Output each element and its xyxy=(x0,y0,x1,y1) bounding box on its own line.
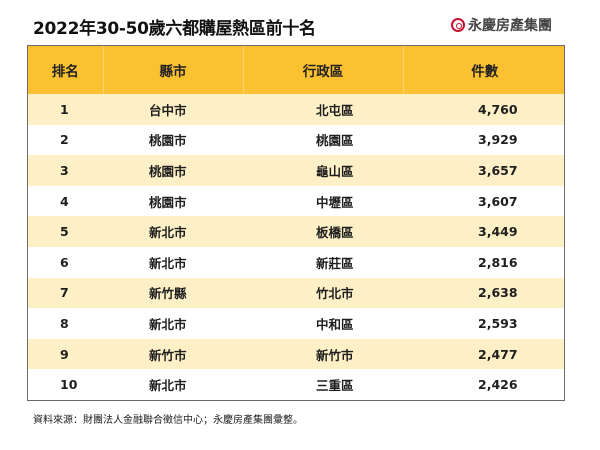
district-cell: 中壢區 xyxy=(316,194,354,210)
brand-logo: 永慶房產集團 xyxy=(451,15,552,35)
district-cell: 龜山區 xyxy=(316,163,354,179)
district-cell: 中和區 xyxy=(316,316,354,332)
rank-cell: 3 xyxy=(60,162,69,178)
table-row: 10 新北市 三重區 2,426 xyxy=(28,369,564,400)
city-cell: 新北市 xyxy=(149,378,187,394)
table-row: 6 新北市 新莊區 2,816 xyxy=(28,246,564,278)
column-header-rank: 排名 xyxy=(28,46,104,94)
district-cell: 新莊區 xyxy=(316,255,354,271)
column-header-count: 件數 xyxy=(471,64,499,80)
district-cell: 板橋區 xyxy=(316,225,354,241)
table-row: 3 桃園市 龜山區 3,657 xyxy=(28,155,564,186)
city-cell: 桃園市 xyxy=(149,163,187,179)
count-cell: 2,593 xyxy=(478,315,518,331)
district-cell: 三重區 xyxy=(316,378,354,394)
count-cell: 3,657 xyxy=(478,162,518,178)
rank-cell: 10 xyxy=(60,377,78,393)
count-cell: 3,929 xyxy=(478,132,518,148)
brand-name: 永慶房產集團 xyxy=(468,18,552,34)
column-header-city: 縣市 xyxy=(103,46,244,94)
district-cell: 新竹市 xyxy=(316,347,354,363)
city-cell: 新竹縣 xyxy=(149,286,187,302)
rank-cell: 7 xyxy=(60,285,69,301)
rank-cell: 9 xyxy=(60,346,69,362)
rank-cell: 6 xyxy=(60,254,69,270)
page-title: 2022年30-50歲六都購屋熱區前十名 xyxy=(33,19,316,39)
city-cell: 台中市 xyxy=(149,102,187,118)
count-cell: 2,816 xyxy=(478,254,518,270)
count-cell: 3,449 xyxy=(478,224,518,240)
city-cell: 桃園市 xyxy=(149,133,187,149)
count-cell: 2,477 xyxy=(478,346,518,362)
district-cell: 竹北市 xyxy=(316,286,354,302)
column-header-district: 行政區 xyxy=(243,46,404,94)
rank-cell: 4 xyxy=(60,193,69,209)
rank-cell: 5 xyxy=(60,224,69,240)
city-cell: 新北市 xyxy=(149,225,187,241)
table-row: 2 桃園市 桃園區 3,929 xyxy=(28,124,564,156)
rank-cell: 1 xyxy=(60,101,69,117)
district-cell: 桃園區 xyxy=(316,133,354,149)
count-cell: 4,760 xyxy=(478,101,518,117)
rank-cell: 8 xyxy=(60,315,69,331)
table-row: 5 新北市 板橋區 3,449 xyxy=(28,216,564,247)
count-cell: 3,607 xyxy=(478,193,518,209)
table-row: 4 桃園市 中壢區 3,607 xyxy=(28,185,564,217)
city-cell: 新北市 xyxy=(149,255,187,271)
city-cell: 桃園市 xyxy=(149,194,187,210)
table-row: 9 新竹市 新竹市 2,477 xyxy=(28,338,564,370)
rank-cell: 2 xyxy=(60,132,69,148)
ranking-table: 排名 縣市 行政區 件數 1 台中市 北屯區 4,760 2 桃園市 桃園區 3… xyxy=(27,45,565,401)
table-row: 8 新北市 中和區 2,593 xyxy=(28,308,564,339)
table-row: 7 新竹縣 竹北市 2,638 xyxy=(28,277,564,309)
count-cell: 2,638 xyxy=(478,285,518,301)
brand-logo-icon xyxy=(451,18,465,32)
count-cell: 2,426 xyxy=(478,377,518,393)
city-cell: 新北市 xyxy=(149,316,187,332)
table-header-row: 排名 縣市 行政區 件數 xyxy=(28,46,564,94)
city-cell: 新竹市 xyxy=(149,347,187,363)
data-source-note: 資料來源：財團法人金融聯合徵信中心；永慶房產集團彙整。 xyxy=(33,415,303,426)
table-row: 1 台中市 北屯區 4,760 xyxy=(28,94,564,125)
district-cell: 北屯區 xyxy=(316,102,354,118)
